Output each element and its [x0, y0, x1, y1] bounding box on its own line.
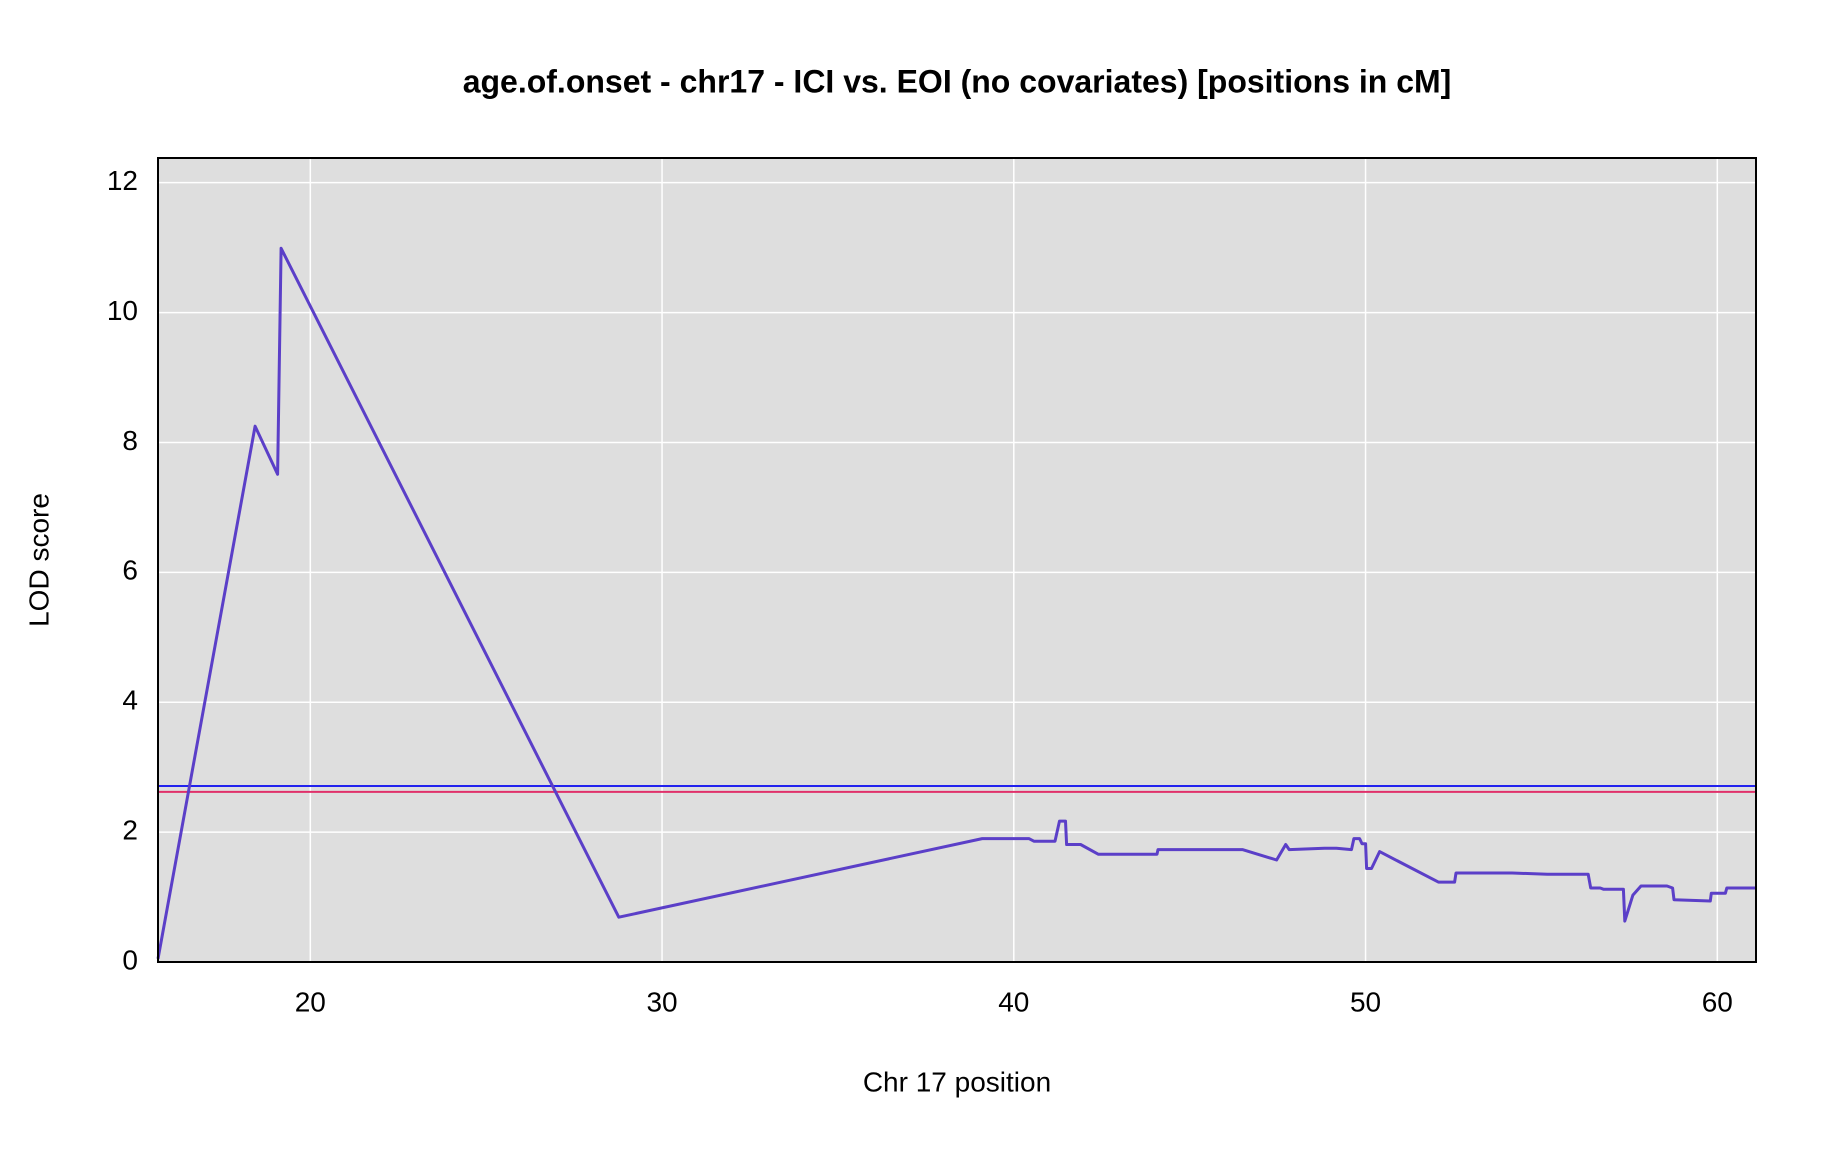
y-axis-label: LOD score — [23, 493, 54, 627]
x-axis-label: Chr 17 position — [863, 1066, 1051, 1097]
y-tick-label: 0 — [122, 944, 138, 975]
x-tick-label: 30 — [646, 986, 677, 1017]
lod-curve — [156, 246, 1756, 960]
y-tick-label: 4 — [122, 685, 138, 716]
y-tick-label: 10 — [107, 295, 138, 326]
x-tick-label: 50 — [1350, 986, 1381, 1017]
plot-frame — [157, 157, 1757, 963]
y-tick-label: 6 — [122, 555, 138, 586]
x-tick-label: 20 — [295, 986, 326, 1017]
x-tick-label: 60 — [1702, 986, 1733, 1017]
x-tick-label: 40 — [998, 986, 1029, 1017]
y-tick-label: 8 — [122, 425, 138, 456]
y-tick-label: 12 — [107, 165, 138, 196]
chart-title: age.of.onset - chr17 - ICI vs. EOI (no c… — [463, 63, 1452, 99]
y-tick-label: 2 — [122, 815, 138, 846]
plot-background — [158, 158, 1756, 962]
